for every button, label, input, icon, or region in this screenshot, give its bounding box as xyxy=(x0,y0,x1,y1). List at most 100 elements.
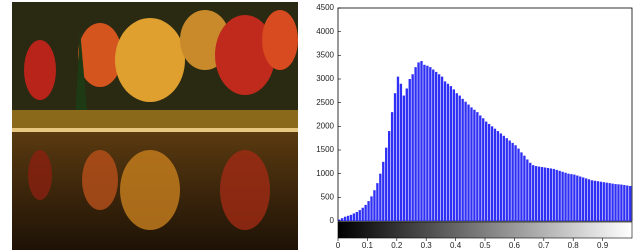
bar xyxy=(388,131,390,221)
bar xyxy=(367,201,369,221)
bar xyxy=(385,148,387,221)
bar xyxy=(394,93,396,221)
bar xyxy=(397,77,399,221)
bar xyxy=(591,180,593,221)
bar xyxy=(576,176,578,221)
bar xyxy=(597,181,599,221)
y-tick-label: 1000 xyxy=(316,169,334,178)
bar xyxy=(506,138,508,221)
bar xyxy=(476,112,478,221)
x-tick-label: 0.2 xyxy=(391,241,403,250)
bar xyxy=(582,177,584,221)
x-tick-label: 0.6 xyxy=(509,241,521,250)
bar xyxy=(412,74,414,221)
bar xyxy=(356,212,358,221)
y-tick-label: 4000 xyxy=(316,27,334,36)
y-tick-label: 0 xyxy=(330,216,335,225)
bar xyxy=(459,96,461,221)
bar xyxy=(473,110,475,221)
bar xyxy=(623,185,625,221)
bar xyxy=(608,183,610,221)
bar xyxy=(391,112,393,221)
bar xyxy=(438,74,440,221)
bar xyxy=(406,88,408,221)
bar xyxy=(359,210,361,221)
bar xyxy=(535,166,537,221)
bar xyxy=(556,170,558,221)
bar xyxy=(353,213,355,221)
bar xyxy=(364,205,366,221)
x-tick-label: 0.1 xyxy=(362,241,374,250)
bar xyxy=(511,143,513,221)
bar xyxy=(617,184,619,221)
x-tick-label: 0.5 xyxy=(479,241,491,250)
bar xyxy=(573,175,575,221)
bar xyxy=(561,172,563,221)
bar xyxy=(514,145,516,221)
bar xyxy=(579,177,581,221)
x-tick-label: 0.4 xyxy=(450,241,462,250)
bar xyxy=(435,72,437,221)
bar xyxy=(403,96,405,221)
bar xyxy=(538,167,540,221)
y-tick-label: 1500 xyxy=(316,145,334,154)
bar xyxy=(600,182,602,221)
bar xyxy=(341,218,343,221)
bar xyxy=(400,84,402,221)
bar xyxy=(526,159,528,221)
bar xyxy=(461,99,463,221)
bar xyxy=(494,129,496,221)
screen: 05001000150020002500300035004000450000.1… xyxy=(0,0,643,252)
bar xyxy=(470,107,472,221)
bar xyxy=(620,185,622,221)
bar xyxy=(570,174,572,221)
bar xyxy=(370,196,372,221)
bar xyxy=(485,122,487,221)
bar xyxy=(626,186,628,222)
x-tick-label: 0.9 xyxy=(597,241,609,250)
y-tick-label: 4500 xyxy=(316,3,334,12)
bar xyxy=(567,174,569,221)
bar xyxy=(382,162,384,221)
bar xyxy=(432,70,434,221)
y-tick-label: 2500 xyxy=(316,98,334,107)
bar xyxy=(379,174,381,221)
bar xyxy=(444,81,446,221)
bar xyxy=(606,183,608,221)
bar xyxy=(376,183,378,221)
bar xyxy=(629,186,631,221)
bar xyxy=(350,215,352,221)
bar xyxy=(441,77,443,221)
y-tick-label: 500 xyxy=(321,192,335,201)
bar xyxy=(520,152,522,221)
bar xyxy=(479,115,481,221)
bar xyxy=(347,216,349,221)
bar xyxy=(426,66,428,221)
bar xyxy=(509,141,511,221)
bar xyxy=(467,105,469,221)
bar xyxy=(594,181,596,221)
x-tick-label: 0.8 xyxy=(568,241,580,250)
bar xyxy=(550,168,552,221)
bar xyxy=(453,89,455,221)
bar xyxy=(553,169,555,221)
bar xyxy=(532,165,534,221)
bar xyxy=(417,62,419,221)
bar xyxy=(559,171,561,221)
x-tick-label: 0.3 xyxy=(421,241,433,250)
bar xyxy=(450,86,452,221)
bar xyxy=(456,93,458,221)
bar xyxy=(429,67,431,221)
bar xyxy=(497,131,499,221)
bar xyxy=(344,217,346,221)
y-tick-label: 3500 xyxy=(316,50,334,59)
x-tick-label: 0 xyxy=(336,241,341,250)
bar xyxy=(447,84,449,221)
bar xyxy=(547,168,549,221)
bar xyxy=(503,136,505,221)
bar xyxy=(414,67,416,221)
bar xyxy=(588,179,590,221)
bar xyxy=(541,167,543,221)
bar xyxy=(523,156,525,221)
bar xyxy=(500,133,502,221)
